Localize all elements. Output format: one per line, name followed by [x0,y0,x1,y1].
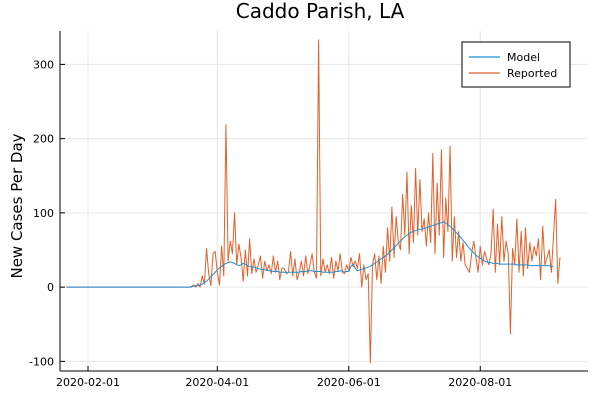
legend-box [461,41,571,88]
legend-label-reported: Reported [507,67,557,80]
x-tick-label: 2020-06-01 [317,376,381,389]
chart-title: Caddo Parish, LA [236,0,405,23]
axes-group [59,31,588,372]
y-tick-label: 300 [33,58,54,71]
series-group [66,39,561,364]
y-tick-label: 200 [33,133,54,146]
legend: Model Reported [461,41,571,88]
x-tick-label: 2020-02-01 [56,376,120,389]
y-axis-label: New Cases Per Day [8,133,26,278]
x-tick-label: 2020-08-01 [448,376,512,389]
y-tick-label: -100 [29,355,54,368]
legend-label-model: Model [507,51,540,64]
series-line-model [66,221,554,288]
series-line-reported [66,39,561,364]
y-tick-label: 0 [47,281,54,294]
y-tick-label: 100 [33,207,54,220]
x-tick-label: 2020-04-01 [185,376,249,389]
tick-labels-group: -100 0 100 200 300 2020-02-01 2020-04-01 2020-0… [29,58,512,389]
